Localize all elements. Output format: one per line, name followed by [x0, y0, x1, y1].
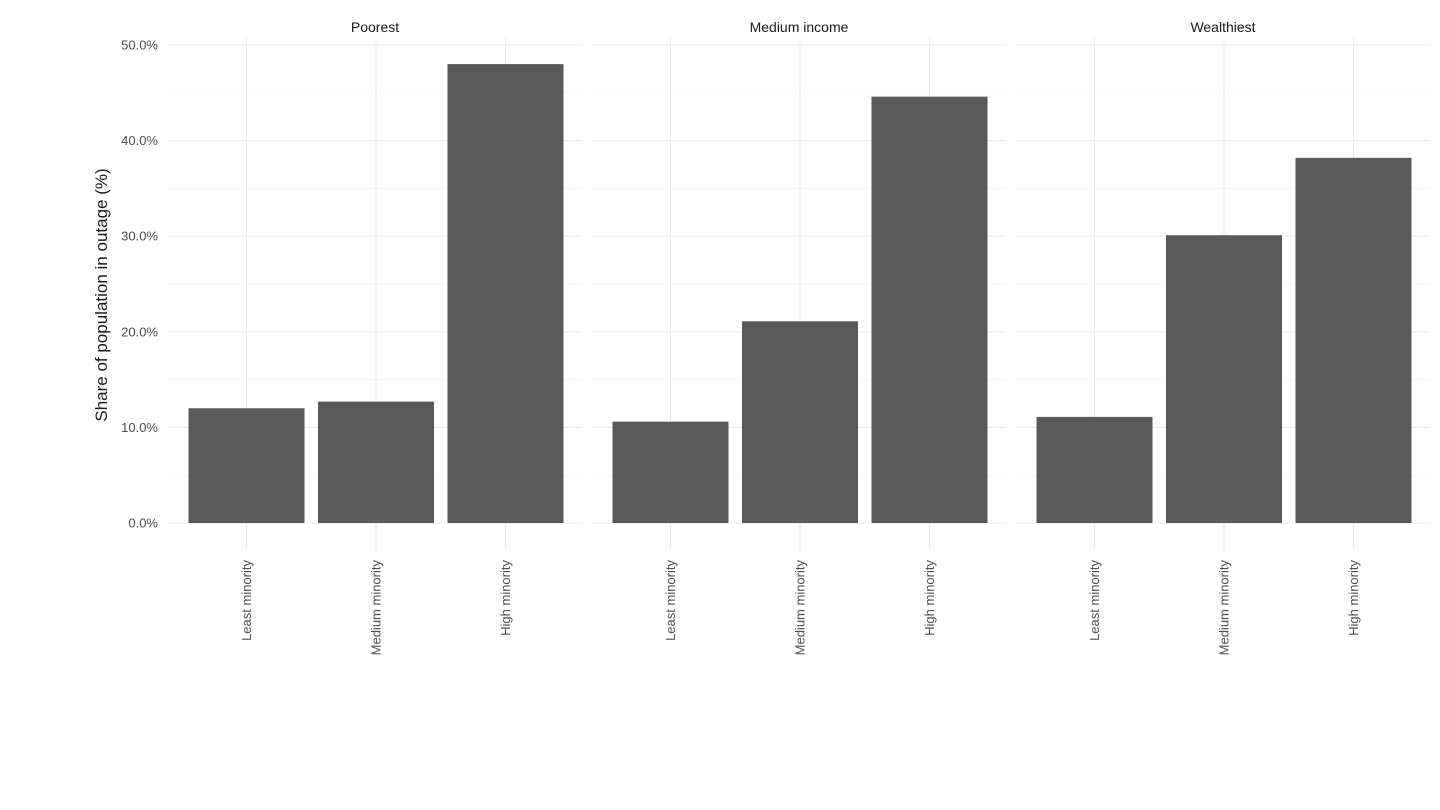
bar	[188, 408, 305, 523]
bar	[1166, 235, 1282, 523]
facet-title: Medium income	[750, 19, 849, 35]
y-axis-title: Share of population in outage (%)	[92, 168, 111, 421]
facet-title: Wealthiest	[1190, 19, 1255, 35]
facet-title: Poorest	[351, 19, 399, 35]
y-tick-label: 10.0%	[121, 420, 158, 435]
bar	[742, 321, 858, 523]
bar	[1036, 416, 1153, 523]
bar	[1295, 157, 1412, 524]
x-tick-label: Medium minority	[793, 560, 808, 656]
bar	[871, 96, 988, 524]
bar	[447, 64, 564, 524]
y-tick-label: 30.0%	[121, 229, 158, 244]
x-tick-label: Medium minority	[1217, 560, 1232, 656]
y-tick-label: 50.0%	[121, 38, 158, 53]
x-tick-label: Least minority	[1087, 560, 1102, 641]
x-tick-label: Least minority	[239, 560, 254, 641]
x-tick-label: High minority	[922, 560, 937, 636]
x-tick-label: High minority	[1346, 560, 1361, 636]
y-tick-label: 0.0%	[128, 516, 158, 531]
x-tick-label: Medium minority	[369, 560, 384, 656]
x-tick-label: High minority	[498, 560, 513, 636]
y-tick-label: 20.0%	[121, 324, 158, 339]
bar	[612, 421, 729, 523]
y-tick-label: 40.0%	[121, 133, 158, 148]
bar	[318, 401, 434, 523]
x-tick-label: Least minority	[663, 560, 678, 641]
